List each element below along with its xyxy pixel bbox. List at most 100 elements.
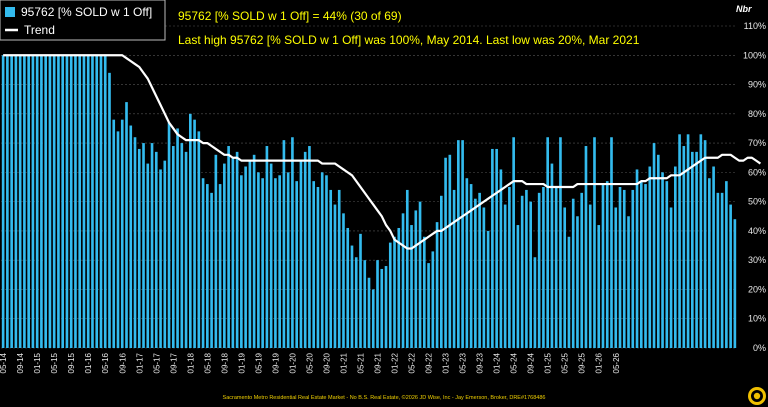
- bar: [695, 151, 698, 348]
- bar: [418, 201, 422, 348]
- bar: [563, 207, 567, 348]
- bar: [252, 154, 256, 348]
- bar: [520, 195, 524, 348]
- bar: [163, 160, 167, 348]
- bar: [193, 119, 196, 348]
- bar: [610, 137, 613, 348]
- x-tick-label: 05-22: [408, 352, 417, 373]
- bar: [495, 148, 498, 348]
- x-tick-label: 01-20: [288, 352, 297, 373]
- bar: [622, 189, 626, 348]
- bar: [457, 140, 460, 348]
- bar: [231, 157, 235, 348]
- y-tick-label: 10%: [748, 314, 766, 324]
- bar: [197, 131, 201, 348]
- bar: [74, 55, 77, 349]
- bar: [525, 189, 528, 348]
- bar: [461, 140, 464, 348]
- bar: [422, 236, 426, 348]
- bar: [265, 146, 269, 348]
- x-tick-label: 01-19: [237, 352, 246, 373]
- bar: [282, 140, 286, 348]
- bar: [588, 204, 592, 348]
- bar: [359, 233, 362, 348]
- y-tick-label: 40%: [748, 226, 766, 236]
- bar: [405, 189, 409, 348]
- x-tick-label: 01-25: [544, 352, 553, 373]
- bar: [644, 184, 647, 348]
- bar: [593, 137, 596, 348]
- bar: [435, 222, 439, 348]
- bar: [618, 187, 622, 348]
- bar: [673, 166, 677, 348]
- bar: [367, 277, 371, 348]
- bar: [91, 55, 94, 349]
- bar: [380, 268, 384, 348]
- bar: [384, 266, 388, 348]
- bar: [210, 192, 213, 348]
- bar: [474, 198, 477, 348]
- bar: [146, 163, 150, 348]
- bar: [350, 245, 354, 348]
- bar: [605, 181, 609, 348]
- bar: [354, 257, 358, 348]
- bar: [533, 257, 537, 348]
- y-tick-label: 20%: [748, 284, 766, 294]
- x-tick-label: 01-16: [84, 352, 93, 373]
- legend-trend-label: Trend: [24, 23, 55, 37]
- y-tick-label: 110%: [744, 21, 766, 31]
- bar: [414, 210, 418, 348]
- x-tick-label: 05-17: [152, 352, 161, 373]
- bar: [99, 55, 103, 349]
- bar: [52, 55, 56, 349]
- trend-line: [3, 54, 762, 250]
- bar: [371, 289, 375, 348]
- bar: [342, 213, 345, 348]
- bar: [431, 251, 435, 348]
- brand-logo-icon: [748, 387, 766, 405]
- bar: [559, 137, 562, 348]
- x-tick-label: 01-21: [339, 352, 348, 373]
- bar: [482, 207, 486, 348]
- annotation-high-low: Last high 95762 [% SOLD w 1 Off] was 100…: [178, 33, 640, 47]
- bar: [61, 55, 65, 349]
- bar: [23, 55, 26, 349]
- x-tick-label: 05-19: [254, 352, 263, 373]
- bar: [537, 192, 541, 348]
- bar: [465, 178, 469, 348]
- bar: [576, 216, 579, 348]
- bar: [291, 137, 294, 348]
- x-tick-label: 01-24: [493, 352, 502, 373]
- bar: [440, 195, 443, 348]
- x-tick-label: 01-22: [391, 352, 400, 373]
- x-tick-label: 01-26: [595, 352, 604, 373]
- bar: [716, 192, 720, 348]
- x-tick-label: 05-20: [305, 352, 314, 373]
- bar: [65, 55, 69, 349]
- bar: [206, 184, 209, 348]
- x-tick-label: 09-22: [425, 352, 434, 373]
- y-tick-label: 90%: [748, 80, 766, 90]
- bar: [257, 172, 260, 348]
- bar: [627, 216, 630, 348]
- bar: [410, 225, 413, 348]
- bar: [1, 55, 5, 349]
- x-tick-label: 01-15: [33, 352, 42, 373]
- bar: [274, 178, 277, 348]
- bar: [708, 178, 711, 348]
- bar: [325, 175, 328, 348]
- x-tick-label: 09-18: [220, 352, 229, 373]
- bar: [120, 119, 124, 348]
- bar: [27, 55, 30, 349]
- bar: [631, 189, 635, 348]
- bar: [346, 227, 350, 348]
- bar: [512, 137, 515, 348]
- bar: [691, 151, 694, 348]
- x-tick-label: 09-21: [374, 352, 383, 373]
- bar: [720, 192, 724, 348]
- x-tick-label: 01-17: [135, 352, 144, 373]
- bar: [18, 55, 22, 349]
- x-tick-label: 05-15: [50, 352, 59, 373]
- bar: [333, 204, 337, 348]
- bar: [376, 260, 379, 348]
